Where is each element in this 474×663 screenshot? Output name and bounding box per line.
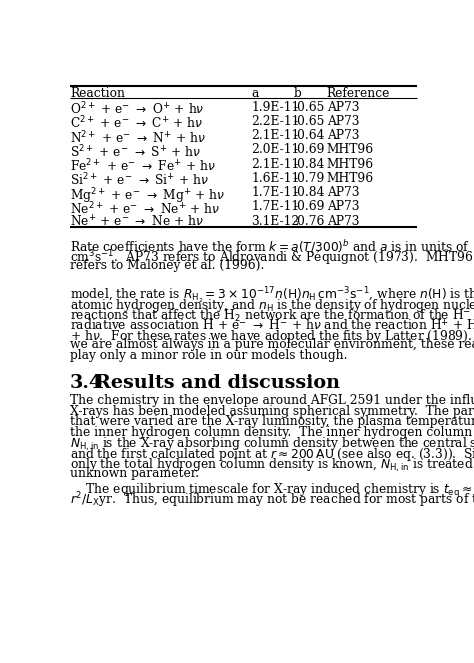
Text: The chemistry in the envelope around AFGL 2591 under the influence of: The chemistry in the envelope around AFG…: [70, 394, 474, 408]
Text: Ne$^{+}$ + e$^{-}$ $\rightarrow$ Ne + h$\nu$: Ne$^{+}$ + e$^{-}$ $\rightarrow$ Ne + h$…: [70, 215, 204, 230]
Text: -0.84: -0.84: [293, 158, 325, 170]
Text: The equilibrium timescale for X-ray induced chemistry is $t_{\mathrm{eq}} \appro: The equilibrium timescale for X-ray indu…: [70, 480, 474, 501]
Text: N$^{2+}$ + e$^{-}$ $\rightarrow$ N$^{+}$ + h$\nu$: N$^{2+}$ + e$^{-}$ $\rightarrow$ N$^{+}$…: [70, 129, 206, 146]
Text: -0.76: -0.76: [293, 215, 325, 227]
Text: + h$\nu$.  For these rates we have adopted the fits by Latter (1989).  Since: + h$\nu$. For these rates we have adopte…: [70, 328, 474, 345]
Text: radiative association H + e$^{-}$ $\rightarrow$ H$^{-}$ + h$\nu$ and the reactio: radiative association H + e$^{-}$ $\righ…: [70, 318, 474, 336]
Text: -0.69: -0.69: [293, 200, 325, 213]
Text: Rate coefficients have the form $k = a(T/300)^b$ and $a$ is in units of: Rate coefficients have the form $k = a(T…: [70, 238, 470, 255]
Text: we are almost always in a pure molecular environment, these reactions: we are almost always in a pure molecular…: [70, 338, 474, 351]
Text: only the total hydrogen column density is known, $N_{\mathrm{H,in}}$ is treated : only the total hydrogen column density i…: [70, 457, 474, 474]
Text: -0.65: -0.65: [293, 101, 325, 114]
Text: refers to Maloney et al. (1996).: refers to Maloney et al. (1996).: [70, 259, 264, 272]
Text: 2.2E-11: 2.2E-11: [251, 115, 300, 128]
Text: the inner hydrogen column density.  The inner hydrogen column density: the inner hydrogen column density. The i…: [70, 426, 474, 439]
Text: AP73: AP73: [327, 215, 359, 227]
Text: 2.1E-11: 2.1E-11: [251, 158, 300, 170]
Text: O$^{2+}$ + e$^{-}$ $\rightarrow$ O$^{+}$ + h$\nu$: O$^{2+}$ + e$^{-}$ $\rightarrow$ O$^{+}$…: [70, 101, 205, 117]
Text: 1.6E-11: 1.6E-11: [251, 172, 300, 185]
Text: $r^2/L_{\mathrm{X}}$yr.  Thus, equilibrium may not be reached for most parts of : $r^2/L_{\mathrm{X}}$yr. Thus, equilibriu…: [70, 491, 474, 510]
Text: Results and discussion: Results and discussion: [95, 375, 340, 392]
Text: a: a: [251, 88, 259, 100]
Text: MHT96: MHT96: [327, 172, 374, 185]
Text: Reaction: Reaction: [70, 88, 125, 100]
Text: C$^{2+}$ + e$^{-}$ $\rightarrow$ C$^{+}$ + h$\nu$: C$^{2+}$ + e$^{-}$ $\rightarrow$ C$^{+}$…: [70, 115, 203, 131]
Text: AP73: AP73: [327, 200, 359, 213]
Text: AP73: AP73: [327, 129, 359, 143]
Text: Si$^{2+}$ + e$^{-}$ $\rightarrow$ Si$^{+}$ + h$\nu$: Si$^{2+}$ + e$^{-}$ $\rightarrow$ Si$^{+…: [70, 172, 209, 188]
Text: AP73: AP73: [327, 186, 359, 199]
Text: X-rays has been modeled assuming spherical symmetry.  The parameters: X-rays has been modeled assuming spheric…: [70, 405, 474, 418]
Text: atomic hydrogen density, and $n_{\mathrm{H}}$ is the density of hydrogen nuclei.: atomic hydrogen density, and $n_{\mathrm…: [70, 297, 474, 314]
Text: 3.4: 3.4: [70, 375, 103, 392]
Text: Ne$^{2+}$ + e$^{-}$ $\rightarrow$ Ne$^{+}$ + h$\nu$: Ne$^{2+}$ + e$^{-}$ $\rightarrow$ Ne$^{+…: [70, 200, 220, 217]
Text: and the first calculated point at $r \approx 200\,\mathrm{AU}$ (see also eq. (3.: and the first calculated point at $r \ap…: [70, 446, 474, 463]
Text: reactions that affect the H$_2$ network are the formation of the H$^{-}$ ion by: reactions that affect the H$_2$ network …: [70, 307, 474, 324]
Text: MHT96: MHT96: [327, 143, 374, 156]
Text: -0.84: -0.84: [293, 186, 325, 199]
Text: -0.69: -0.69: [293, 143, 325, 156]
Text: 2.1E-11: 2.1E-11: [251, 129, 300, 143]
Text: 1.7E-11: 1.7E-11: [251, 186, 300, 199]
Text: $N_{\mathrm{H,in}}$ is the X-ray absorbing column density between the central so: $N_{\mathrm{H,in}}$ is the X-ray absorbi…: [70, 436, 474, 453]
Text: AP73: AP73: [327, 101, 359, 114]
Text: cm$^3$s$^{-1}$.  AP73 refers to Aldrovandi & Péquignot (1973).  MHT96: cm$^3$s$^{-1}$. AP73 refers to Aldrovand…: [70, 249, 474, 268]
Text: S$^{2+}$ + e$^{-}$ $\rightarrow$ S$^{+}$ + h$\nu$: S$^{2+}$ + e$^{-}$ $\rightarrow$ S$^{+}$…: [70, 143, 201, 160]
Text: AP73: AP73: [327, 115, 359, 128]
Text: play only a minor role in our models though.: play only a minor role in our models tho…: [70, 349, 347, 362]
Text: b: b: [293, 88, 301, 100]
Text: Mg$^{2+}$ + e$^{-}$ $\rightarrow$ Mg$^{+}$ + h$\nu$: Mg$^{2+}$ + e$^{-}$ $\rightarrow$ Mg$^{+…: [70, 186, 225, 206]
Text: 1.7E-11: 1.7E-11: [251, 200, 300, 213]
Text: -0.65: -0.65: [293, 115, 325, 128]
Text: MHT96: MHT96: [327, 158, 374, 170]
Text: 1.9E-11: 1.9E-11: [251, 101, 300, 114]
Text: 3.1E-12: 3.1E-12: [251, 215, 300, 227]
Text: -0.79: -0.79: [293, 172, 325, 185]
Text: model, the rate is $R_{\mathrm{H_2}} = 3 \times 10^{-17}n(\mathrm{H})n_{\mathrm{: model, the rate is $R_{\mathrm{H_2}} = 3…: [70, 286, 474, 306]
Text: Fe$^{2+}$ + e$^{-}$ $\rightarrow$ Fe$^{+}$ + h$\nu$: Fe$^{2+}$ + e$^{-}$ $\rightarrow$ Fe$^{+…: [70, 158, 216, 174]
Text: -0.64: -0.64: [293, 129, 325, 143]
Text: Reference: Reference: [327, 88, 390, 100]
Text: 2.0E-11: 2.0E-11: [251, 143, 300, 156]
Text: unknown parameter.: unknown parameter.: [70, 467, 199, 480]
Text: that were varied are the X-ray luminosity, the plasma temperature and: that were varied are the X-ray luminosit…: [70, 415, 474, 428]
